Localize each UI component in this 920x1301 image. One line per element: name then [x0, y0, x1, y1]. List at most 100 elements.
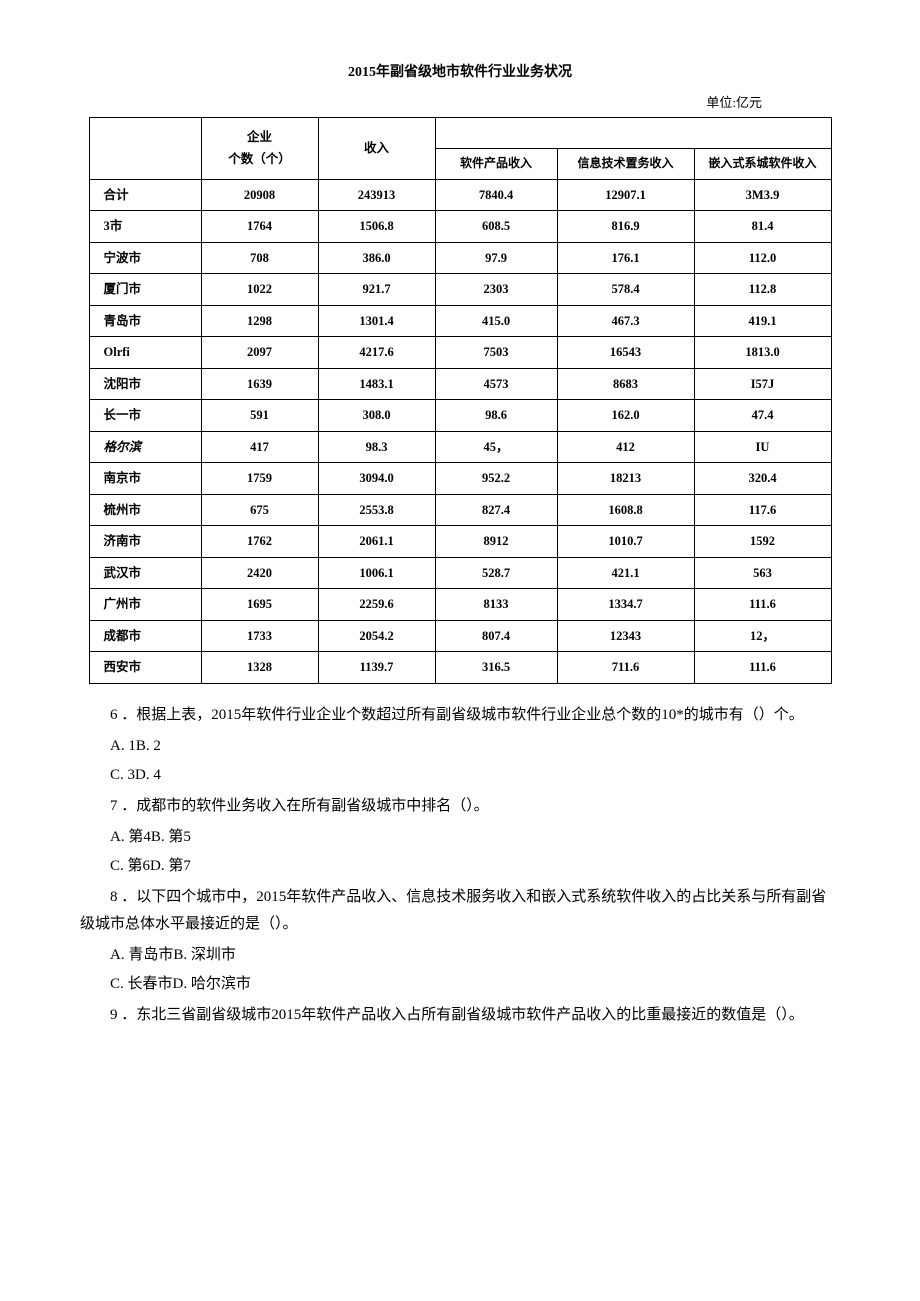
row-name: 宁波市: [89, 242, 201, 274]
cell: 47.4: [694, 400, 831, 432]
cell: 8133: [435, 589, 557, 621]
table-row: 广州市16952259.681331334.7111.6: [89, 589, 831, 621]
cell: 708: [201, 242, 318, 274]
cell: 1592: [694, 526, 831, 558]
table-row: 3市17641506.8608.5816.981.4: [89, 211, 831, 243]
cell: 18213: [557, 463, 694, 495]
cell: 1762: [201, 526, 318, 558]
cell: 1301.4: [318, 305, 435, 337]
cell: 1298: [201, 305, 318, 337]
header-count: 企业 个数（个）: [201, 117, 318, 179]
q7-answer-ab: A. 第4B. 第5: [80, 824, 840, 851]
question-9: 9 ．东北三省副省级城市2015年软件产品收入占所有副省级城市软件产品收入的比重…: [80, 1002, 840, 1029]
row-name: 青岛市: [89, 305, 201, 337]
table-unit: 单位:亿元: [80, 91, 840, 114]
table-row: 厦门市1022921.72303578.4112.8: [89, 274, 831, 306]
row-name: 广州市: [89, 589, 201, 621]
table-row: 梳州市6752553.8827.41608.8117.6: [89, 494, 831, 526]
header-soft-rev: 软件产品收入: [435, 149, 557, 180]
row-name: 3市: [89, 211, 201, 243]
cell: 20908: [201, 179, 318, 211]
cell: 952.2: [435, 463, 557, 495]
cell: 3094.0: [318, 463, 435, 495]
table-row: 青岛市12981301.4415.0467.3419.1: [89, 305, 831, 337]
table-row: 长一市591308.098.6162.047.4: [89, 400, 831, 432]
cell: 1813.0: [694, 337, 831, 369]
cell: 1764: [201, 211, 318, 243]
question-8: 8 ．以下四个城市中，2015年软件产品收入、信息技术服务收入和嵌入式系统软件收…: [80, 884, 840, 938]
cell: 711.6: [557, 652, 694, 684]
cell: 12907.1: [557, 179, 694, 211]
header-group: [435, 117, 831, 149]
cell: 591: [201, 400, 318, 432]
cell: 308.0: [318, 400, 435, 432]
cell: 528.7: [435, 557, 557, 589]
cell: 2420: [201, 557, 318, 589]
cell: 578.4: [557, 274, 694, 306]
cell: 45，: [435, 431, 557, 463]
cell: 1334.7: [557, 589, 694, 621]
cell: 2097: [201, 337, 318, 369]
cell: 7503: [435, 337, 557, 369]
cell: 921.7: [318, 274, 435, 306]
cell: 419.1: [694, 305, 831, 337]
cell: 98.6: [435, 400, 557, 432]
question-6: 6 ．根据上表，2015年软件行业企业个数超过所有副省级城市软件行业企业总个数的…: [80, 702, 840, 729]
cell: 1639: [201, 368, 318, 400]
cell: 81.4: [694, 211, 831, 243]
cell: 320.4: [694, 463, 831, 495]
cell: 675: [201, 494, 318, 526]
table-row: 沈阳市16391483.145738683I57J: [89, 368, 831, 400]
header-revenue: 收入: [318, 117, 435, 179]
cell: 608.5: [435, 211, 557, 243]
table-row: 济南市17622061.189121010.71592: [89, 526, 831, 558]
cell: 415.0: [435, 305, 557, 337]
cell: 417: [201, 431, 318, 463]
cell: 1733: [201, 620, 318, 652]
cell: 97.9: [435, 242, 557, 274]
header-blank: [89, 117, 201, 179]
cell: 112.0: [694, 242, 831, 274]
cell: 111.6: [694, 652, 831, 684]
table-row: 宁波市708386.097.9176.1112.0: [89, 242, 831, 274]
q6-answer-ab: A. 1B. 2: [80, 733, 840, 760]
row-name: 格尔滨: [89, 431, 201, 463]
cell: 112.8: [694, 274, 831, 306]
cell: 176.1: [557, 242, 694, 274]
row-name: 成都市: [89, 620, 201, 652]
row-name: Olrfi: [89, 337, 201, 369]
cell: 563: [694, 557, 831, 589]
cell: 1759: [201, 463, 318, 495]
q6-answer-cd: C. 3D. 4: [80, 762, 840, 789]
row-name: 西安市: [89, 652, 201, 684]
row-name: 合计: [89, 179, 201, 211]
cell: 1010.7: [557, 526, 694, 558]
cell: 2303: [435, 274, 557, 306]
table-title: 2015年副省级地市软件行业业务状况: [80, 60, 840, 85]
cell: 316.5: [435, 652, 557, 684]
header-info-rev: 信息技术置务收入: [557, 149, 694, 180]
cell: 2259.6: [318, 589, 435, 621]
cell: 3M3.9: [694, 179, 831, 211]
cell: 1695: [201, 589, 318, 621]
cell: 807.4: [435, 620, 557, 652]
cell: 117.6: [694, 494, 831, 526]
cell: 1006.1: [318, 557, 435, 589]
cell: 1139.7: [318, 652, 435, 684]
table-row: 格尔滨41798.345，412IU: [89, 431, 831, 463]
cell: 1506.8: [318, 211, 435, 243]
cell: 467.3: [557, 305, 694, 337]
row-name: 南京市: [89, 463, 201, 495]
row-name: 厦门市: [89, 274, 201, 306]
cell: I57J: [694, 368, 831, 400]
table-row: 西安市13281139.7316.5711.6111.6: [89, 652, 831, 684]
cell: 2054.2: [318, 620, 435, 652]
header-embed-rev: 嵌入式系城软件收入: [694, 149, 831, 180]
cell: 827.4: [435, 494, 557, 526]
cell: 412: [557, 431, 694, 463]
question-7: 7 ．成都市的软件业务收入在所有副省级城市中排名（）。: [80, 793, 840, 820]
cell: 816.9: [557, 211, 694, 243]
table-row: 合计209082439137840.412907.13M3.9: [89, 179, 831, 211]
cell: 243913: [318, 179, 435, 211]
q8-answer-ab: A. 青岛市B. 深圳市: [80, 942, 840, 969]
